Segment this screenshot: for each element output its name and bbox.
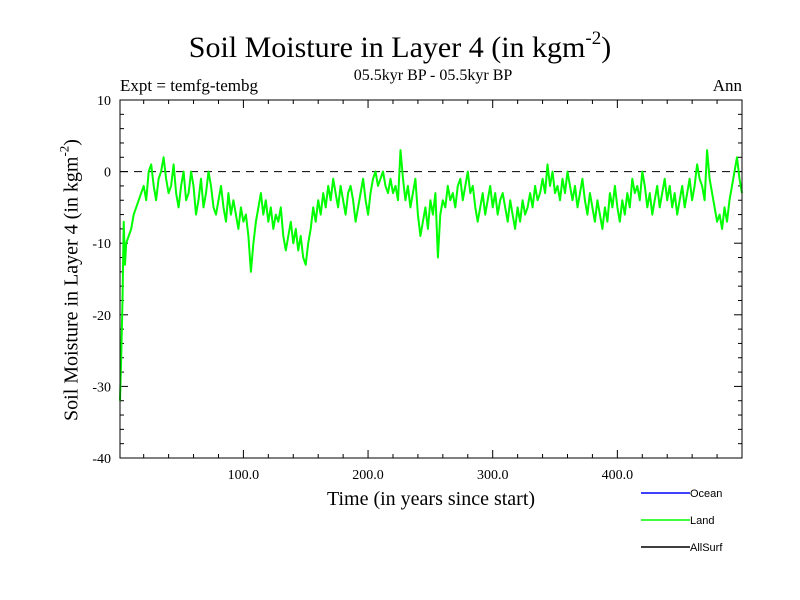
y-tick-label: -10: [92, 237, 111, 252]
x-axis-label: Time (in years since start): [326, 488, 536, 510]
series-lines: [119, 149, 743, 401]
experiment-label: Expt = temfg-tembg: [120, 76, 259, 95]
x-tick-label: 400.0: [602, 468, 634, 483]
x-tick-label: 100.0: [228, 468, 260, 483]
y-tick-label: -40: [92, 452, 111, 467]
chart-subtitle: 05.5kyr BP - 05.5kyr BP: [353, 67, 513, 84]
plot-frame: [119, 99, 743, 459]
tick-marks: [120, 99, 742, 459]
legend-label-allsurf: AllSurf: [690, 542, 723, 554]
legend-label-land: Land: [690, 515, 714, 527]
chart-title: Soil Moisture in Layer 4 (in kgm-2): [188, 28, 612, 64]
tick-labels: 100.0 200.0 300.0 400.0 -40 -30 -20 -10 0 10: [92, 94, 633, 483]
x-tick-label: 200.0: [352, 468, 384, 483]
legend: Ocean Land AllSurf: [641, 488, 723, 554]
y-tick-label: 0: [104, 166, 111, 181]
season-label: Ann: [712, 76, 742, 95]
legend-label-ocean: Ocean: [690, 488, 722, 500]
y-tick-label: -30: [92, 380, 111, 395]
series-line-land: [119, 149, 743, 401]
y-tick-label: -20: [92, 309, 111, 324]
y-tick-label: 10: [97, 94, 111, 109]
x-tick-label: 300.0: [477, 468, 509, 483]
